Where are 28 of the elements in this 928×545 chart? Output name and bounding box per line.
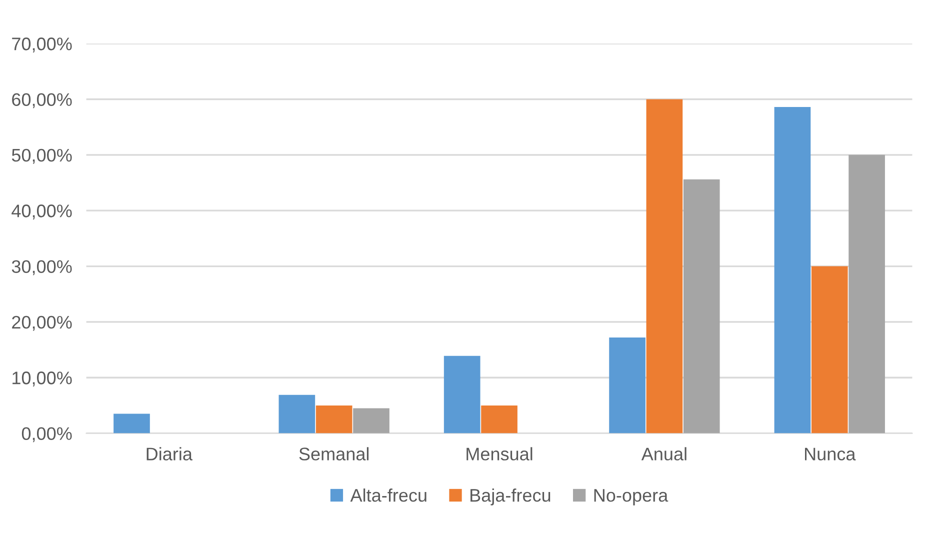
bar [444, 356, 480, 434]
x-tick-label: Semanal [299, 447, 369, 460]
y-tick-label: 60,00% [12, 93, 72, 108]
bar [811, 266, 848, 434]
y-tick-label: 40,00% [12, 204, 72, 220]
bar [646, 99, 683, 434]
x-tick-label: Mensual [466, 447, 532, 460]
bar [774, 107, 811, 434]
bar [609, 338, 646, 434]
y-tick-label: 70,00% [12, 38, 72, 52]
x-tick-label: Diaria [146, 447, 192, 460]
bar [316, 405, 352, 434]
bar [848, 154, 885, 434]
bar [481, 405, 518, 434]
y-tick-label: 0,00% [22, 427, 72, 442]
y-tick-label: 10,00% [12, 372, 72, 386]
y-tick-label: 20,00% [12, 316, 72, 331]
bar [353, 408, 390, 434]
bar [114, 414, 150, 434]
y-tick-label: 50,00% [12, 148, 72, 164]
legend-label: No-opera [594, 489, 668, 506]
legend-label: Alta-frecu [350, 488, 426, 502]
y-tick-label: 30,00% [12, 260, 72, 276]
x-tick-label: Anual [641, 447, 686, 460]
bar [278, 394, 316, 434]
bar [683, 179, 720, 434]
x-tick-label: Nunca [805, 448, 856, 460]
legend-label: Baja-frecu [470, 488, 550, 506]
